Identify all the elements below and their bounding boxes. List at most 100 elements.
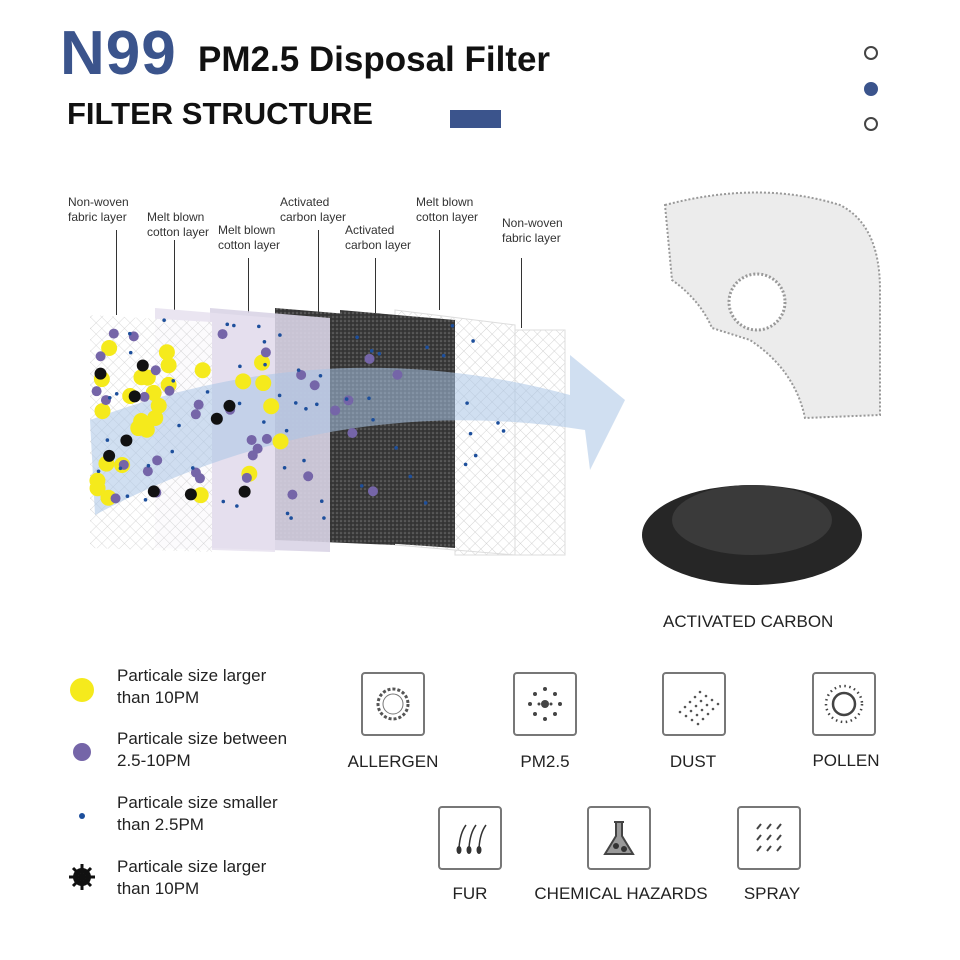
particle-small — [177, 423, 181, 428]
filter-label: FUR — [452, 884, 488, 903]
leader-line — [248, 258, 249, 313]
particle-small — [277, 393, 282, 398]
activated-carbon-caption: ACTIVATED CARBON — [663, 612, 834, 631]
particle-small — [289, 516, 293, 520]
particle-medium — [260, 347, 271, 358]
particle-medium — [287, 489, 298, 500]
particle-medium — [246, 434, 257, 445]
layer-label-6: Melt blown cotton layer — [416, 195, 479, 224]
particle-large — [145, 384, 162, 401]
particle-medium — [392, 369, 403, 380]
dust-icon — [662, 672, 726, 736]
particle-small — [318, 374, 323, 378]
particle-medium — [309, 380, 320, 391]
leader-line — [521, 258, 522, 328]
particle-small — [190, 466, 195, 470]
particle-large — [272, 433, 289, 450]
particle-small — [118, 466, 123, 471]
particle-large — [133, 369, 150, 386]
particle-small — [282, 465, 287, 470]
pager-dot[interactable] — [864, 46, 878, 60]
filter-label: DUST — [669, 752, 717, 771]
particle-small — [377, 351, 382, 356]
black-gear-icon — [69, 864, 95, 890]
particle-small — [423, 501, 428, 505]
particle-medium — [190, 409, 201, 420]
section-heading: FILTER STRUCTURE — [67, 96, 373, 131]
particle-small — [235, 504, 239, 508]
particle-medium — [252, 443, 263, 454]
legend-icons — [69, 678, 95, 890]
particle-large — [160, 357, 177, 374]
particle-large — [263, 398, 280, 415]
blue-dot-icon — [79, 813, 85, 819]
particle-medium — [139, 391, 150, 402]
particle-small — [473, 453, 478, 458]
particle-medium — [108, 328, 119, 339]
particle-small — [107, 395, 112, 400]
particle-large — [130, 420, 147, 437]
particle-small — [263, 362, 267, 367]
particle-small — [322, 516, 326, 520]
pager-dot-active[interactable] — [864, 82, 878, 96]
spray-icon — [737, 806, 801, 870]
leader-line — [174, 240, 175, 310]
particle-small — [238, 364, 242, 369]
filter-label: PM2.5 — [520, 752, 570, 771]
legend-text: Particale size larger than 10PM — [117, 666, 267, 707]
filter-label: ALLERGEN — [347, 752, 439, 771]
particle-small — [315, 402, 319, 407]
particle-medium — [193, 399, 204, 410]
particle-small — [302, 458, 306, 463]
particle-large — [192, 487, 209, 504]
particle-small — [285, 511, 290, 516]
accent-bar — [450, 110, 501, 128]
allergen-icon — [361, 672, 425, 736]
particle-medium — [164, 385, 175, 396]
particle-small — [355, 335, 359, 340]
particle-large — [150, 397, 167, 414]
particle-medium — [91, 386, 102, 397]
filter-label: SPRAY — [743, 884, 801, 903]
particle-large — [89, 480, 106, 497]
particle-small — [162, 318, 166, 322]
particle-large — [147, 409, 164, 426]
particle-small — [296, 368, 301, 372]
layer-label-5: Activated carbon layer — [345, 223, 412, 252]
particle-small — [128, 350, 133, 355]
particle-small — [278, 333, 282, 337]
particle-medium — [347, 428, 358, 439]
particle-gear — [184, 488, 197, 501]
particle-small — [284, 428, 289, 433]
particle-small — [468, 431, 473, 436]
particle-medium — [194, 473, 205, 484]
particle-medium — [261, 433, 272, 444]
particle-large — [194, 362, 211, 379]
yellow-circle-icon — [70, 678, 94, 702]
particle-small — [501, 429, 506, 433]
particle-gear — [238, 485, 251, 498]
particle-small — [425, 345, 429, 350]
pager-dot[interactable] — [864, 117, 878, 131]
particle-large — [255, 375, 272, 392]
particle-large — [235, 373, 252, 390]
particle-small — [441, 353, 446, 358]
flask-icon — [587, 806, 651, 870]
particle-small — [205, 390, 210, 394]
particle-gear — [94, 367, 107, 380]
particle-medium — [152, 455, 163, 466]
particle-small — [257, 324, 261, 329]
particle-medium — [303, 471, 314, 482]
particle-gear — [223, 399, 236, 412]
particle-small — [359, 484, 364, 488]
particle-medium — [142, 466, 153, 477]
legend-text: Particale size smaller than 2.5PM — [117, 793, 278, 834]
particle-small — [471, 339, 475, 343]
particle-medium — [110, 493, 121, 504]
filter-label: POLLEN — [812, 751, 880, 770]
particle-medium — [217, 329, 228, 340]
particle-medium — [330, 405, 341, 416]
particle-large — [94, 403, 111, 420]
